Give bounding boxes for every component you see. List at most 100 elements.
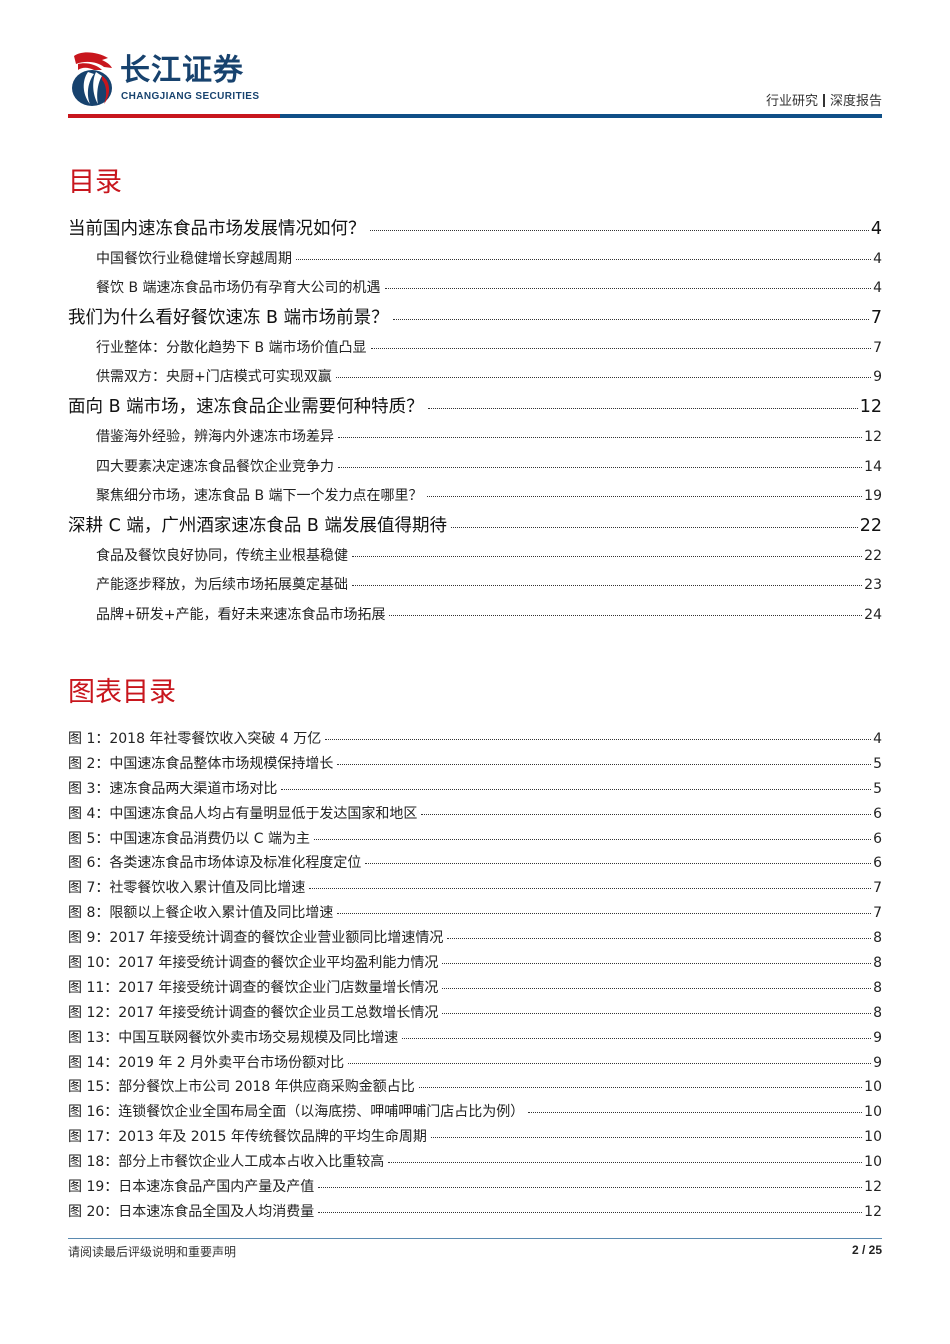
leader-dots (392, 319, 869, 321)
entry-label: 图 10：2017 年接受统计调查的餐饮企业平均盈利能力情况 (68, 955, 439, 972)
entry-page: 10 (864, 1079, 882, 1096)
toc-entry[interactable]: 产能逐步释放，为后续市场拓展奠定基础 23 (68, 571, 882, 601)
entry-label: 图 18：部分上市餐饮企业人工成本占收入比重较高 (68, 1154, 385, 1171)
entry-page: 14 (864, 458, 882, 475)
toc-entry[interactable]: 图 18：部分上市餐饮企业人工成本占收入比重较高 10 (68, 1150, 882, 1175)
logo-english-name: CHANGJIANG SECURITIES (121, 91, 260, 102)
entry-label: 图 1：2018 年社零餐饮收入突破 4 万亿 (68, 731, 322, 747)
leader-dots (296, 258, 872, 260)
toc-entry[interactable]: 借鉴海外经验，辨海内外速冻市场差异 12 (68, 423, 882, 453)
toc-entry[interactable]: 食品及餐饮良好协同，传统主业根基稳健 22 (68, 542, 882, 572)
toc-title: 目录 (68, 167, 122, 198)
entry-label: 图 19：日本速冻食品产国内产量及产值 (68, 1179, 315, 1196)
header-bar (68, 114, 882, 118)
leader-dots (352, 555, 863, 557)
logo-chinese-name: 长江证券 (120, 53, 244, 88)
toc-entry[interactable]: 图 5：中国速冻食品消费仍以 C 端为主 6 (68, 827, 882, 852)
toc-entry[interactable]: 图 15：部分餐饮上市公司 2018 年供应商采购金额占比 10 (68, 1075, 882, 1100)
entry-page: 7 (873, 880, 882, 897)
toc-entry[interactable]: 图 6：各类速冻食品市场体谅及标准化程度定位 6 (68, 851, 882, 876)
leader-dots (442, 1012, 872, 1014)
entry-label: 图 3：速冻食品两大渠道市场对比 (68, 780, 278, 797)
toc-entry[interactable]: 图 12：2017 年接受统计调查的餐饮企业员工总数增长情况 8 (68, 1001, 882, 1026)
leader-dots (442, 963, 872, 965)
leader-dots (314, 838, 872, 840)
entry-label: 面向 B 端市场，速冻食品企业需要何种特质？ (68, 397, 424, 418)
toc-entry[interactable]: 图 4：中国速冻食品人均占有量明显低于发达国家和地区 6 (68, 802, 882, 827)
entry-page: 8 (873, 1004, 882, 1021)
report-kind: 深度报告 (829, 94, 882, 109)
entry-page: 12 (864, 428, 882, 445)
entry-label: 图 6：各类速冻食品市场体谅及标准化程度定位 (68, 855, 362, 872)
leader-dots (426, 496, 863, 498)
leader-dots (447, 938, 872, 940)
entry-page: 22 (864, 547, 882, 564)
toc-entry[interactable]: 餐饮 B 端速冻食品市场仍有孕育大公司的机遇 4 (68, 274, 882, 304)
entry-label: 餐饮 B 端速冻食品市场仍有孕育大公司的机遇 (96, 280, 381, 297)
entry-label: 图 2：中国速冻食品整体市场规模保持增长 (68, 755, 334, 772)
toc-entry[interactable]: 供需双方：央厨+门店模式可实现双赢 9 (68, 363, 882, 393)
figure-list: 图 1：2018 年社零餐饮收入突破 4 万亿 4 图 2：中国速冻食品整体市场规模… (68, 727, 882, 1225)
entry-label: 产能逐步释放，为后续市场拓展奠定基础 (96, 577, 348, 594)
toc-entry[interactable]: 图 20：日本速冻食品全国及人均消费量 12 (68, 1200, 882, 1225)
leader-dots (337, 763, 872, 765)
entry-page: 6 (873, 805, 882, 822)
toc-entry[interactable]: 图 7：社零餐饮收入累计值及同比增速 7 (68, 876, 882, 901)
leader-dots (389, 614, 863, 616)
entry-label: 图 4：中国速冻食品人均占有量明显低于发达国家和地区 (68, 805, 418, 822)
toc-entry[interactable]: 图 2：中国速冻食品整体市场规模保持增长 5 (68, 752, 882, 777)
leader-dots (388, 1162, 863, 1164)
leader-dots (442, 987, 872, 989)
entry-page: 4 (870, 219, 882, 239)
table-of-contents: 当前国内速冻食品市场发展情况如何？ 4 中国餐饮行业稳健增长穿越周期 4 餐饮 B 端速… (68, 215, 882, 631)
leader-dots (450, 526, 858, 528)
leader-dots (325, 739, 872, 740)
entry-label: 品牌+研发+产能，看好未来速冻食品市场拓展 (96, 606, 386, 623)
toc-entry[interactable]: 图 13：中国互联网餐饮外卖市场交易规模及同比增速 9 (68, 1026, 882, 1051)
toc-entry[interactable]: 中国餐饮行业稳健增长穿越周期 4 (68, 245, 882, 275)
toc-entry[interactable]: 我们为什么看好餐饮速冻 B 端市场前景？ 7 (68, 304, 882, 334)
footer-disclaimer: 请阅读最后评级说明和重要声明 (68, 1245, 237, 1259)
toc-entry[interactable]: 图 19：日本速冻食品产国内产量及产值 12 (68, 1175, 882, 1200)
report-type: 行业研究 深度报告 (766, 90, 882, 109)
toc-entry[interactable]: 聚焦细分市场，速冻食品 B 端下一个发力点在哪里？ 19 (68, 482, 882, 512)
toc-entry[interactable]: 图 9：2017 年接受统计调查的餐饮企业营业额同比增速情况 8 (68, 926, 882, 951)
toc-entry[interactable]: 面向 B 端市场，速冻食品企业需要何种特质？ 12 (68, 393, 882, 423)
entry-page: 8 (873, 930, 882, 947)
report-category: 行业研究 (765, 94, 818, 109)
toc-entry[interactable]: 当前国内速冻食品市场发展情况如何？ 4 (68, 215, 882, 245)
leader-dots (418, 1087, 863, 1089)
entry-label: 我们为什么看好餐饮速冻 B 端市场前景？ (68, 308, 389, 329)
toc-entry[interactable]: 行业整体：分散化趋势下 B 端市场价值凸显 7 (68, 334, 882, 364)
toc-entry[interactable]: 图 11：2017 年接受统计调查的餐饮企业门店数量增长情况 8 (68, 976, 882, 1001)
entry-page: 9 (873, 369, 882, 386)
leader-dots (384, 288, 872, 290)
toc-entry[interactable]: 图 8：限额以上餐企收入累计值及同比增速 7 (68, 901, 882, 926)
company-logo: 长江证券 CHANGJIANG SECURITIES (68, 50, 288, 108)
toc-entry[interactable]: 深耕 C 端，广州酒家速冻食品 B 端发展值得期待 22 (68, 512, 882, 542)
toc-entry[interactable]: 图 17：2013 年及 2015 年传统餐饮品牌的平均生命周期 10 (68, 1125, 882, 1150)
entry-page: 10 (864, 1154, 882, 1171)
toc-entry[interactable]: 图 1：2018 年社零餐饮收入突破 4 万亿 4 (68, 727, 882, 752)
leader-dots (421, 813, 872, 815)
entry-page: 6 (873, 855, 882, 872)
toc-entry[interactable]: 图 10：2017 年接受统计调查的餐饮企业平均盈利能力情况 8 (68, 951, 882, 976)
toc-entry[interactable]: 图 16：连锁餐饮企业全国布局全面（以海底捞、呷哺呷哺门店占比为例） 10 (68, 1100, 882, 1125)
toc-entry[interactable]: 图 14：2019 年 2 月外卖平台市场份额对比 9 (68, 1051, 882, 1076)
footer-divider (68, 1238, 882, 1239)
entry-label: 行业整体：分散化趋势下 B 端市场价值凸显 (96, 339, 367, 356)
toc-entry[interactable]: 四大要素决定速冻食品餐饮企业竞争力 14 (68, 453, 882, 483)
entry-label: 中国餐饮行业稳健增长穿越周期 (96, 250, 292, 267)
toc-entry[interactable]: 图 3：速冻食品两大渠道市场对比 5 (68, 777, 882, 802)
entry-page: 12 (859, 397, 882, 418)
entry-page: 9 (873, 1054, 882, 1071)
entry-label: 借鉴海外经验，辨海内外速冻市场差异 (96, 428, 334, 445)
entry-label: 聚焦细分市场，速冻食品 B 端下一个发力点在哪里？ (96, 488, 423, 505)
leader-dots (335, 377, 872, 379)
leader-dots (309, 888, 872, 890)
leader-dots (338, 466, 863, 468)
toc-entry[interactable]: 品牌+研发+产能，看好未来速冻食品市场拓展 24 (68, 601, 882, 631)
entry-label: 图 15：部分餐饮上市公司 2018 年供应商采购金额占比 (68, 1079, 415, 1096)
leader-dots (528, 1112, 863, 1114)
entry-page: 12 (864, 1179, 882, 1196)
